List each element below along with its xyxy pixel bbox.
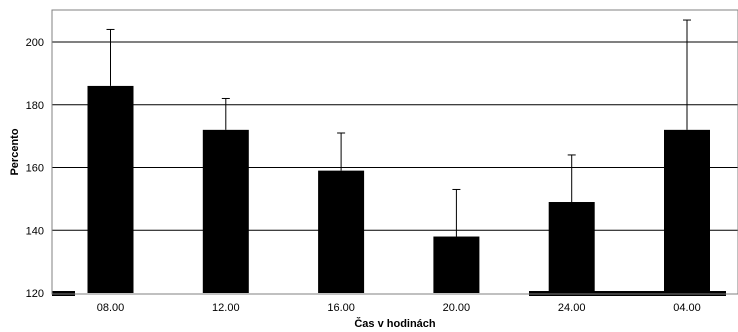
x-tick-label-08.00: 08.00 xyxy=(97,302,125,314)
y-tick-label-200: 200 xyxy=(26,37,44,49)
y-tick-labels: 120 140 160 180 200 xyxy=(26,37,44,300)
plot-frame xyxy=(51,9,738,295)
x-tick-label-12.00: 12.00 xyxy=(212,302,240,314)
x-tick-label-16.00: 16.00 xyxy=(327,302,355,314)
bar-16.00 xyxy=(318,170,365,293)
x-tick-label-20.00: 20.00 xyxy=(443,302,471,314)
gridlines xyxy=(52,41,738,296)
x-tick-label-24.00: 24.00 xyxy=(558,302,586,314)
bar-20.00 xyxy=(433,236,480,293)
error-bars xyxy=(106,19,691,237)
x-axis-title: Čas v hodinách xyxy=(354,317,436,330)
y-tick-label-120: 120 xyxy=(26,288,44,300)
y-axis-title: Percento xyxy=(9,128,21,175)
bars xyxy=(87,85,710,293)
x-tick-labels: 08.00 12.00 16.00 20.00 24.00 04.00 xyxy=(97,302,701,314)
axes xyxy=(51,9,738,295)
bar-08.00 xyxy=(87,85,134,293)
x-tick-label-04.00: 04.00 xyxy=(673,302,701,314)
y-tick-label-180: 180 xyxy=(26,100,44,112)
y-tick-label-140: 140 xyxy=(26,225,44,237)
bar-24.00 xyxy=(548,202,595,293)
y-tick-label-160: 160 xyxy=(26,163,44,175)
bar-04.00 xyxy=(664,129,710,293)
bar-12.00 xyxy=(202,129,249,293)
